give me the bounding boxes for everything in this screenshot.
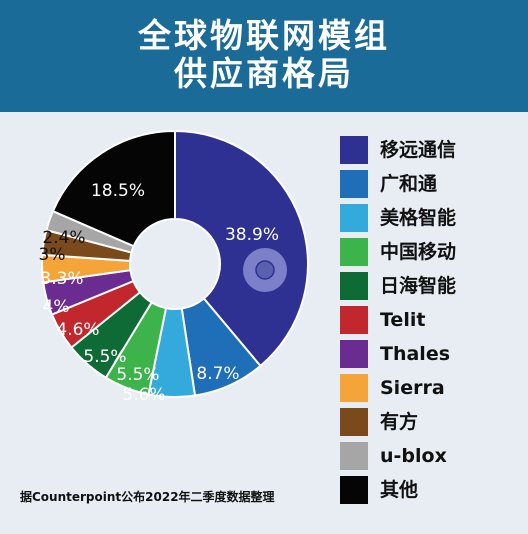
legend-label: 其他	[380, 479, 419, 501]
donut-slice-1	[174, 129, 309, 368]
legend-swatch	[340, 306, 368, 334]
chart-area: 38.9% 8.7% 5.6% 5.5% 5.5% 4.6% 4% 3.3% 3% 2.4% 18.…	[0, 112, 528, 530]
legend-swatch	[340, 340, 368, 368]
legend-label: u-blox	[380, 445, 447, 467]
slice-label-7: 4%	[43, 297, 70, 317]
legend-item-5: 日海智能	[340, 272, 520, 300]
legend-label: Thales	[380, 343, 451, 365]
legend-label: 中国移动	[380, 241, 457, 263]
slice-label-11: 18.5%	[91, 181, 145, 201]
legend-label: Telit	[380, 309, 426, 331]
legend-swatch	[340, 204, 368, 232]
legend-item-8: Sierra	[340, 374, 520, 402]
chart-title-line-2: 供应商格局	[174, 54, 354, 93]
legend-label: 广和通	[380, 173, 438, 195]
legend-swatch	[340, 476, 368, 504]
legend-label: 日海智能	[380, 275, 457, 297]
slice-label-5: 5.5%	[83, 347, 126, 367]
slice-label-3: 5.6%	[122, 385, 165, 405]
header-banner: 全球物联网模组 供应商格局	[0, 0, 528, 112]
legend-item-9: 有方	[340, 408, 520, 436]
slice-label-6: 4.6%	[56, 320, 99, 340]
slice-label-4: 5.5%	[116, 365, 159, 385]
legend-swatch	[340, 374, 368, 402]
legend-label: 美格智能	[380, 207, 457, 229]
slice-label-10: 2.4%	[42, 228, 85, 248]
legend-item-6: Telit	[340, 306, 520, 334]
legend-item-7: Thales	[340, 340, 520, 368]
legend-swatch	[340, 238, 368, 266]
highlight-marker-inner	[255, 260, 275, 280]
slice-label-8: 3.3%	[40, 269, 83, 289]
legend-label: 移远通信	[380, 139, 457, 161]
legend-swatch	[340, 170, 368, 198]
chart-title-line-1: 全球物联网模组	[138, 16, 390, 55]
legend-item-10: u-blox	[340, 442, 520, 470]
legend-item-11: 其他	[340, 476, 520, 504]
legend-swatch	[340, 136, 368, 164]
slice-label-9: 3%	[39, 245, 66, 265]
source-note: 据Counterpoint公布2022年二季度数据整理	[20, 490, 275, 504]
legend-label: Sierra	[380, 377, 445, 399]
legend-item-4: 中国移动	[340, 238, 520, 266]
legend-swatch	[340, 272, 368, 300]
slice-label-1: 38.9%	[225, 225, 279, 245]
legend-swatch	[340, 442, 368, 470]
donut-slice-11	[51, 129, 176, 248]
legend-item-2: 广和通	[340, 170, 520, 198]
legend-item-1: 移远通信	[340, 136, 520, 164]
donut-chart: 38.9%8.7%5.6%5.5%5.5%4.6%4%3.3%3%2.4%18.…	[39, 129, 309, 405]
legend-swatch	[340, 408, 368, 436]
legend-item-3: 美格智能	[340, 204, 520, 232]
slice-label-2: 8.7%	[196, 364, 239, 384]
legend-label: 有方	[380, 411, 419, 433]
